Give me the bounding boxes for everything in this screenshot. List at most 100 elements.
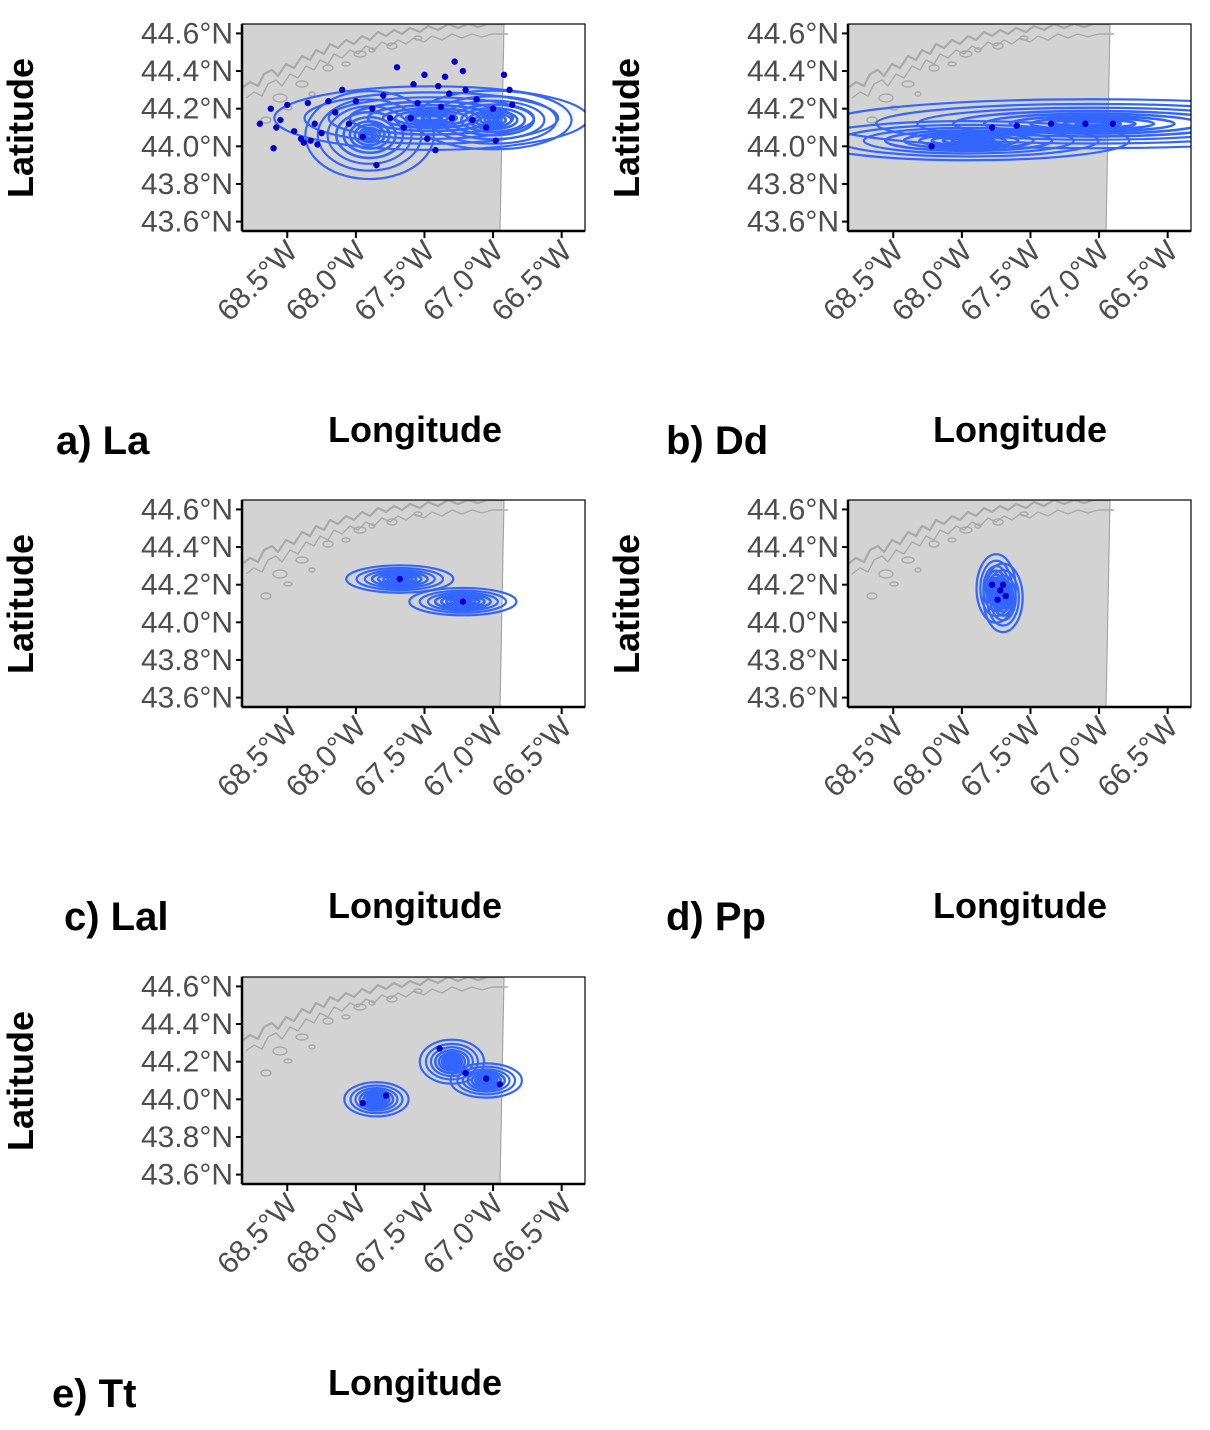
island (322, 1017, 334, 1025)
panel-caption: d) Pp (666, 895, 766, 939)
land-boundary-line (499, 977, 505, 1184)
sighting-point (459, 598, 467, 605)
island (386, 518, 398, 526)
sighting-point (500, 71, 508, 79)
island (413, 511, 423, 517)
island (341, 537, 351, 543)
island (914, 567, 922, 573)
density-contour (433, 1048, 470, 1075)
density-contour (381, 107, 481, 130)
island (368, 523, 376, 529)
density-contour (326, 105, 413, 165)
land-boundary-line (1105, 500, 1111, 707)
island (295, 80, 309, 88)
sighting-point (1002, 592, 1009, 600)
sighting-point (332, 109, 339, 116)
y-tick-label: 44.0°N (141, 130, 233, 163)
sighting-point (434, 82, 442, 90)
island (260, 1069, 272, 1077)
density-contour (473, 1073, 499, 1088)
sighting-point (462, 1069, 469, 1077)
density-contour (373, 1096, 380, 1102)
density-contour (479, 113, 508, 127)
density-contour (426, 591, 499, 612)
density-contour (408, 586, 518, 617)
y-tick-label: 44.2°N (141, 569, 233, 602)
density-contour (483, 115, 503, 125)
island (272, 93, 288, 103)
sighting-point (928, 143, 935, 150)
density-contour (343, 1081, 410, 1118)
sighting-point (386, 114, 394, 122)
density-contour (376, 572, 423, 586)
y-tick-label: 44.4°N (747, 531, 839, 564)
map-layer (242, 977, 523, 1184)
y-tick-label: 44.0°N (141, 606, 233, 639)
density-contour (449, 1062, 523, 1099)
sighting-point (373, 161, 380, 169)
island (308, 1044, 316, 1050)
sighting-point (451, 58, 458, 65)
y-tick-label: 44.6°N (141, 493, 233, 526)
panel-caption: c) Lal (64, 895, 168, 939)
map-panel: 43.6°N43.8°N44.0°N44.2°N44.4°N44.6°N68.5… (606, 17, 1192, 463)
island (947, 537, 957, 543)
y-axis-title: Latitude (0, 58, 41, 198)
island (974, 523, 982, 529)
sighting-point (400, 124, 408, 131)
density-contour (848, 123, 1100, 158)
island (260, 116, 272, 124)
sighting-point (359, 133, 366, 141)
sighting-point (492, 137, 500, 144)
island (308, 91, 316, 97)
map-panel: 43.6°N43.8°N44.0°N44.2°N44.4°N44.6°N68.5… (0, 493, 586, 939)
map-panel: 43.6°N43.8°N44.0°N44.2°N44.4°N44.6°N68.5… (606, 493, 1192, 939)
map-layer (242, 24, 585, 231)
sighting-point (290, 128, 298, 135)
sighting-point (432, 146, 439, 154)
island (295, 556, 309, 564)
density-contour (1074, 120, 1110, 127)
coastline-inner (851, 509, 1114, 575)
coastline-inner (851, 33, 1114, 99)
coastline (242, 500, 504, 565)
sighting-point (1082, 120, 1089, 127)
island (914, 91, 922, 97)
island (386, 995, 398, 1003)
island (283, 1058, 293, 1064)
x-axis-title: Longitude (328, 1362, 502, 1403)
y-tick-label: 43.6°N (747, 682, 839, 715)
density-contour (991, 578, 1015, 617)
y-tick-label: 44.0°N (141, 1083, 233, 1116)
y-tick-label: 44.4°N (141, 1008, 233, 1041)
sighting-point (300, 139, 307, 146)
coastline (848, 500, 1110, 565)
map-panel: 43.6°N43.8°N44.0°N44.2°N44.4°N44.6°N68.5… (0, 17, 586, 463)
y-tick-label: 43.8°N (141, 644, 233, 677)
island (283, 581, 293, 587)
island (959, 50, 973, 58)
density-contour (362, 1091, 391, 1108)
y-tick-label: 44.0°N (747, 130, 839, 163)
island (947, 61, 957, 67)
sighting-point (414, 99, 421, 107)
density-contour (902, 131, 1035, 150)
x-axis-title: Longitude (328, 885, 502, 926)
sighting-point (1047, 120, 1055, 127)
density-contour (348, 120, 391, 150)
density-contour (418, 589, 508, 614)
sighting-point (307, 137, 314, 144)
island (353, 50, 367, 58)
density-contour (982, 112, 1191, 135)
sighting-point (325, 97, 332, 105)
density-contour (930, 134, 1008, 147)
density-contour (424, 1042, 479, 1081)
density-contour (304, 89, 435, 181)
sighting-point (994, 596, 1001, 603)
density-contour (439, 594, 486, 609)
sighting-point (509, 101, 516, 109)
density-contour (957, 138, 980, 144)
island (928, 540, 940, 548)
y-tick-label: 44.2°N (141, 1046, 233, 1079)
